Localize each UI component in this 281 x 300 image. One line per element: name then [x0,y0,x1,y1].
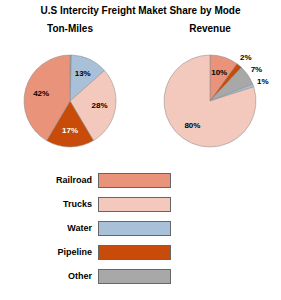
svg-text:2%: 2% [240,53,252,62]
html-text:U.S Intercity Freight Maket Sh: U.S Intercity Freight Maket Share by Mod… [40,5,241,16]
html-text:Revenue: Revenue [189,23,231,34]
html-text:Pipeline: Pipeline [57,247,92,257]
svg-text:28%: 28% [92,101,108,110]
svg-text:80%: 80% [184,121,200,130]
svg-text:1%: 1% [257,77,269,86]
html-text:Railroad: Railroad [56,175,92,185]
html-text:Water: Water [67,223,92,233]
html-text:Ton-Miles: Ton-Miles [47,23,93,34]
svg-text:13%: 13% [75,69,91,78]
svg-text:7%: 7% [251,65,263,74]
svg-text:17%: 17% [62,126,78,135]
html-text:Trucks: Trucks [63,199,92,209]
svg-text:10%: 10% [211,68,227,77]
html-text:Other: Other [68,271,92,281]
svg-text:42%: 42% [33,89,49,98]
